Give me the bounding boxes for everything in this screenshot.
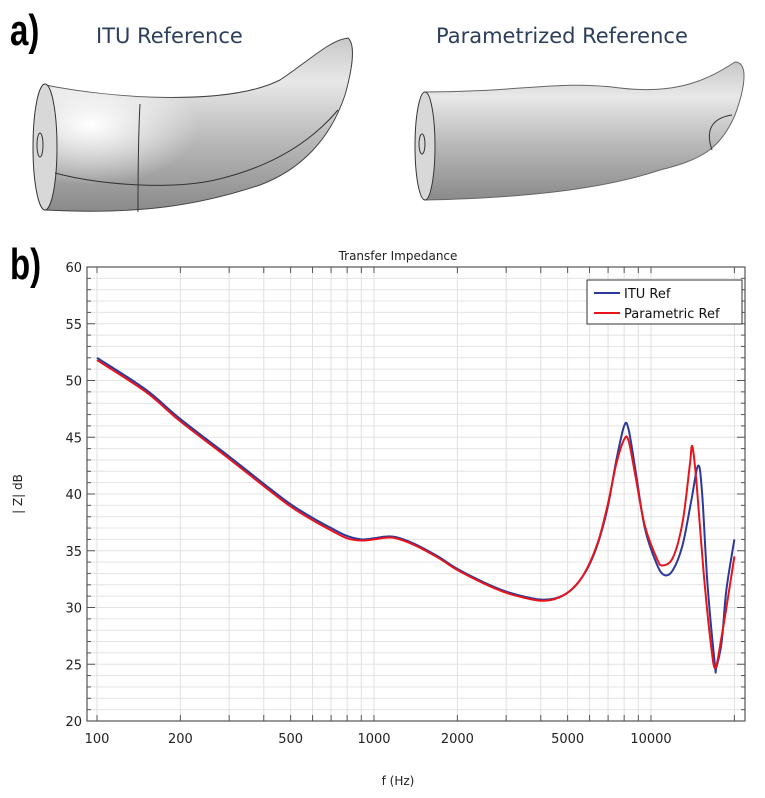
panel-a-label: a) (10, 6, 40, 55)
models-figure (32, 37, 745, 213)
x-tick-label: 100 (85, 732, 110, 747)
legend-label-parametric-ref: Parametric Ref (624, 307, 720, 322)
x-tick-label: 200 (168, 732, 193, 747)
axis-ticks: 100 200 500 1000 2000 5000 10000 20 25 30 35 40 45 50… (65, 261, 745, 747)
parametrized-reference-model (414, 61, 745, 201)
chart-title: Transfer Impedance (338, 249, 458, 263)
plot-frame (86, 266, 746, 722)
y-tick-label: 45 (65, 431, 82, 446)
y-tick-label: 35 (65, 545, 82, 560)
x-axis-label: f (Hz) (382, 774, 415, 788)
panel-b-label: b) (10, 240, 42, 289)
x-tick-label: 5000 (551, 732, 584, 747)
y-tick-label: 60 (65, 261, 82, 276)
x-tick-label: 500 (278, 732, 303, 747)
y-tick-label: 55 (65, 318, 82, 333)
x-tick-label: 10000 (630, 732, 671, 747)
x-tick-label: 1000 (357, 732, 390, 747)
series-line-parametric-ref (96, 359, 736, 669)
legend-label-itu-ref: ITU Ref (624, 287, 671, 302)
grid (87, 267, 745, 721)
y-tick-label: 40 (65, 488, 82, 503)
series-lines (96, 356, 736, 674)
itu-reference-title: ITU Reference (96, 24, 243, 48)
parametrized-reference-title: Parametrized Reference (436, 24, 688, 48)
legend: ITU Ref Parametric Ref (586, 279, 743, 325)
y-axis-label: | Z| dB (11, 474, 25, 514)
y-tick-label: 25 (65, 658, 82, 673)
legend-box (586, 279, 743, 325)
y-tick-label: 50 (65, 375, 82, 390)
y-tick-label: 20 (65, 715, 82, 730)
x-tick-label: 2000 (441, 732, 474, 747)
y-tick-label: 30 (65, 602, 82, 617)
itu-reference-model (32, 37, 353, 213)
